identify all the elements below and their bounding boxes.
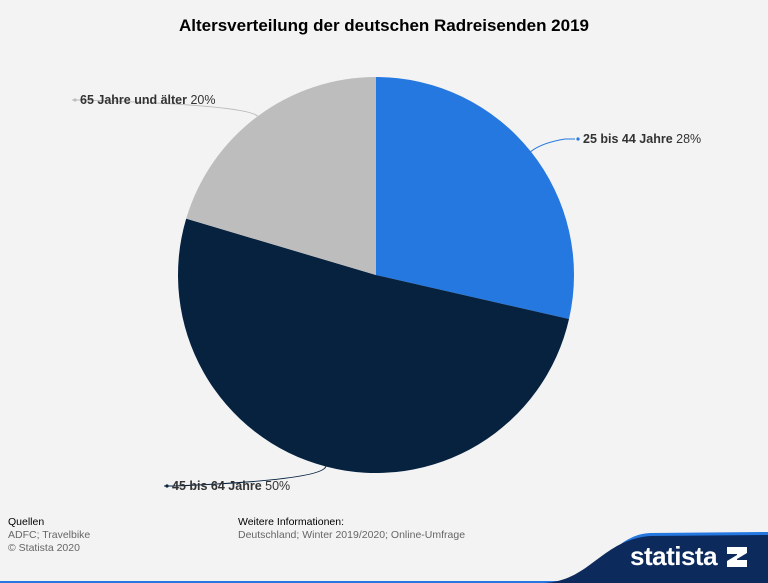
statista-logo[interactable]: statista bbox=[630, 541, 749, 572]
sources-line: ADFC; Travelbike bbox=[8, 529, 91, 541]
slice-value: 28% bbox=[676, 132, 701, 146]
pie-slice[interactable] bbox=[376, 77, 574, 320]
info-line: Deutschland; Winter 2019/2020; Online-Um… bbox=[238, 529, 466, 541]
slice-value: 50% bbox=[265, 479, 290, 493]
label-bullet bbox=[165, 484, 169, 488]
statista-banner bbox=[0, 532, 768, 583]
pie-slice[interactable] bbox=[178, 218, 570, 473]
leader-line bbox=[72, 99, 258, 117]
footer-sources: Quellen ADFC; Travelbike © Statista 2020 bbox=[8, 516, 90, 555]
statista-mark-icon bbox=[727, 546, 748, 567]
chart-title: Altersverteilung der deutschen Radreisen… bbox=[178, 16, 590, 35]
leader-line bbox=[530, 138, 575, 152]
sources-heading: Quellen bbox=[8, 516, 45, 528]
copyright-line: © Statista 2020 bbox=[8, 542, 80, 554]
footer-info: Weitere Informationen: Deutschland; Wint… bbox=[238, 516, 465, 542]
data-label: 45 bis 64 Jahre 50% bbox=[172, 479, 290, 493]
data-label: 65 Jahre und älter 20% bbox=[80, 93, 216, 107]
label-bullet bbox=[576, 137, 580, 141]
leader-line bbox=[164, 466, 327, 487]
statista-logo-text: statista bbox=[630, 541, 718, 571]
banner-body bbox=[540, 535, 768, 583]
slice-label: 65 Jahre und älter bbox=[80, 93, 190, 107]
slice-label: 25 bis 44 Jahre bbox=[583, 132, 676, 146]
label-bullet bbox=[73, 98, 77, 102]
slice-label: 45 bis 64 Jahre bbox=[172, 479, 265, 493]
slice-value: 20% bbox=[190, 93, 215, 107]
info-heading: Weitere Informationen: bbox=[238, 516, 345, 528]
pie-slice[interactable] bbox=[186, 77, 376, 275]
data-label: 25 bis 44 Jahre 28% bbox=[583, 132, 701, 146]
